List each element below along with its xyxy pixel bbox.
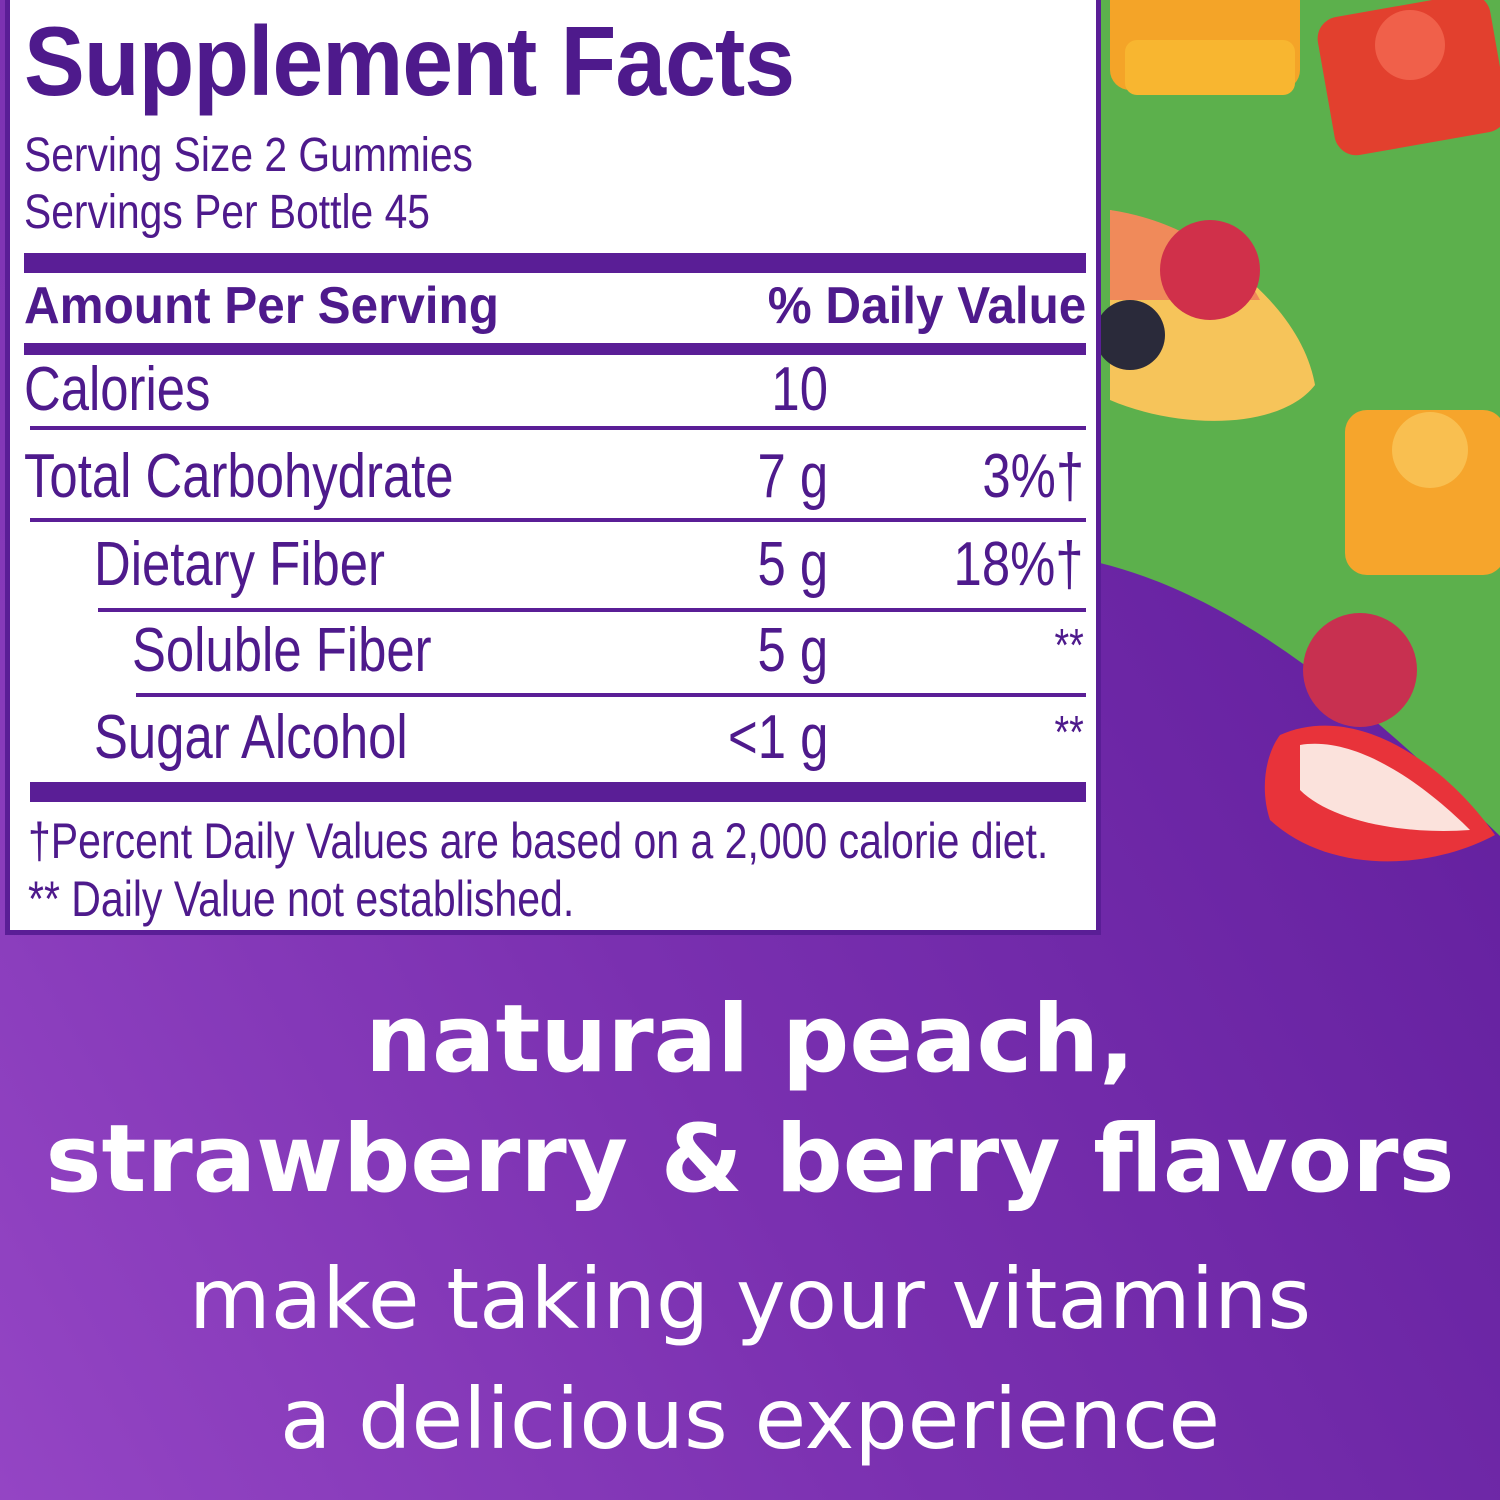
row-name: Soluble Fiber (132, 616, 432, 685)
row-amount: 5 g (757, 616, 828, 685)
row-name: Calories (24, 355, 211, 424)
divider-thick (24, 253, 1086, 273)
raspberry (1160, 220, 1260, 320)
divider (30, 426, 1086, 430)
row-name: Total Carbohydrate (24, 442, 454, 511)
gummy-orange-top (1110, 0, 1300, 95)
row-name: Dietary Fiber (94, 530, 385, 599)
row-dv: 3%† (982, 442, 1084, 511)
divider-medium (24, 343, 1086, 355)
blackberry (1095, 300, 1165, 370)
footnote-daily-values: †Percent Daily Values are based on a 2,0… (28, 813, 1049, 869)
footnote-not-established: ** Daily Value not established. (28, 871, 575, 927)
servings-per-bottle: Servings Per Bottle 45 (24, 186, 430, 239)
divider (98, 608, 1086, 612)
tagline-line-2: strawberry & berry flavors (45, 1105, 1455, 1214)
row-amount: 7 g (757, 442, 828, 511)
row-dv: ** (1054, 619, 1084, 671)
header-amount: Amount Per Serving (24, 277, 499, 335)
green-background (1100, 0, 1500, 836)
panel-title: Supplement Facts (24, 6, 795, 116)
tagline-line-1: natural peach, (365, 985, 1135, 1094)
divider (136, 693, 1086, 697)
serving-size: Serving Size 2 Gummies (24, 129, 473, 182)
header-daily-value: % Daily Value (767, 277, 1086, 335)
divider (30, 518, 1086, 522)
raspberry-lower (1303, 613, 1417, 727)
supplement-facts-panel: Supplement Facts Serving Size 2 Gummies … (5, 0, 1101, 935)
row-name: Sugar Alcohol (94, 703, 408, 772)
gummy-red-top (1317, 0, 1500, 156)
gummy-orange-mid (1345, 410, 1500, 575)
row-dv: ** (1054, 706, 1084, 758)
divider-thick (30, 782, 1086, 802)
tagline-line-4: a delicious experience (279, 1370, 1221, 1468)
row-dv: 18%† (953, 530, 1084, 599)
row-amount: 10 (771, 355, 828, 424)
tagline-line-3: make taking your vitamins (188, 1250, 1312, 1348)
row-amount: 5 g (757, 530, 828, 599)
row-amount: <1 g (727, 703, 828, 772)
